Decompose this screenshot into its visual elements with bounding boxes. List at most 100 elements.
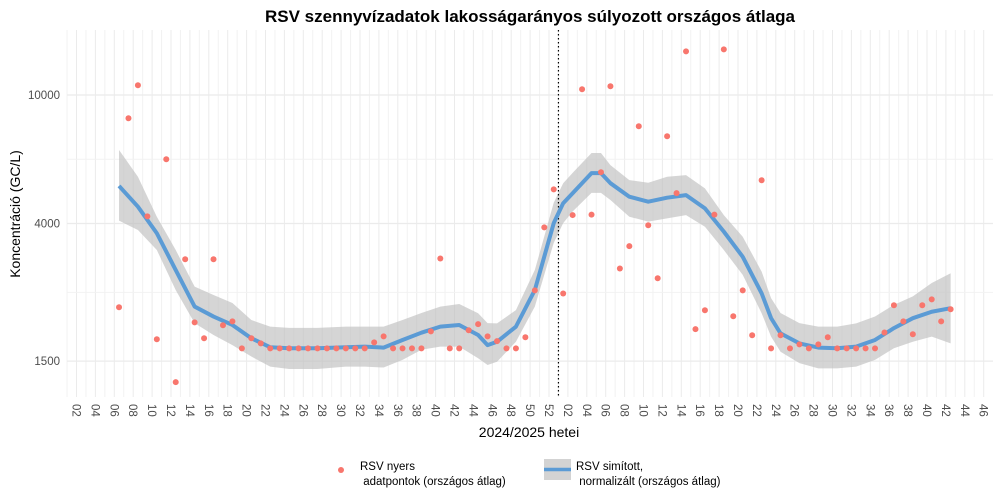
- x-tick-label: 12: [164, 404, 176, 417]
- data-point: [522, 334, 529, 341]
- smoothed-line: [117, 171, 951, 351]
- data-points: [116, 46, 954, 386]
- x-axis-label: 2024/2025 hetei: [479, 424, 579, 440]
- x-tick-label: 04: [580, 404, 592, 417]
- data-point: [815, 341, 822, 348]
- x-tick-label: 24: [277, 404, 289, 417]
- data-point: [607, 83, 614, 90]
- x-tick-label: 18: [712, 404, 724, 417]
- data-point: [446, 345, 453, 352]
- data-point: [909, 331, 916, 338]
- data-point: [219, 322, 226, 329]
- legend-label-smooth-2: normalizált (országos átlag): [576, 476, 721, 488]
- data-point: [352, 345, 359, 352]
- data-point: [333, 345, 340, 352]
- smooth-line-path: [117, 171, 951, 351]
- data-point: [399, 345, 406, 352]
- y-tick-label: 4000: [34, 219, 60, 231]
- data-point: [484, 333, 491, 340]
- data-point: [720, 46, 727, 53]
- x-axis-ticks: 02 04 06 08 10 12 14 16 18 20 22 24 26 28 30 32 34 36 38 40…: [70, 404, 989, 417]
- x-tick-label: 24: [769, 404, 781, 417]
- x-tick-label: 08: [618, 404, 630, 417]
- data-point: [531, 287, 538, 294]
- data-point: [172, 379, 179, 386]
- data-point: [475, 321, 482, 328]
- data-point: [427, 328, 434, 335]
- data-point: [805, 345, 812, 352]
- x-tick-label: 30: [334, 404, 346, 417]
- data-point: [560, 290, 567, 297]
- data-point: [872, 345, 879, 352]
- data-point: [286, 345, 293, 352]
- legend-label-smooth-1: RSV simított,: [576, 461, 643, 473]
- x-tick-label: 20: [240, 404, 252, 417]
- x-tick-label: 32: [353, 404, 365, 417]
- data-point: [938, 318, 945, 325]
- data-point: [503, 345, 510, 352]
- data-point: [890, 302, 897, 309]
- data-point: [626, 243, 633, 250]
- data-point: [191, 319, 198, 326]
- data-point: [692, 326, 699, 333]
- data-point: [579, 86, 586, 93]
- x-tick-label: 34: [372, 404, 384, 417]
- x-tick-label: 02: [70, 404, 82, 417]
- data-point: [654, 275, 661, 282]
- data-point: [201, 335, 208, 342]
- x-tick-label: 26: [788, 404, 800, 417]
- data-point: [229, 318, 236, 325]
- x-tick-label: 52: [542, 404, 554, 417]
- x-tick-label: 46: [485, 404, 497, 417]
- x-tick-label: 22: [259, 404, 271, 417]
- data-point: [380, 333, 387, 340]
- x-tick-label: 40: [429, 404, 441, 417]
- data-point: [616, 265, 623, 272]
- data-point: [664, 133, 671, 140]
- legend-point-icon: [338, 467, 344, 473]
- x-tick-label: 40: [920, 404, 932, 417]
- data-point: [257, 340, 264, 347]
- x-tick-label: 38: [410, 404, 422, 417]
- x-tick-label: 02: [561, 404, 573, 417]
- data-point: [635, 123, 642, 130]
- x-tick-label: 28: [315, 404, 327, 417]
- data-point: [323, 345, 330, 352]
- legend: RSV nyers adatpontok (országos átlag) RS…: [338, 459, 721, 488]
- data-point: [153, 336, 160, 343]
- data-point: [673, 190, 680, 197]
- x-tick-label: 08: [126, 404, 138, 417]
- data-point: [796, 341, 803, 348]
- data-point: [947, 306, 954, 313]
- data-point: [494, 338, 501, 345]
- y-tick-label: 1500: [34, 356, 60, 368]
- data-point: [437, 255, 444, 262]
- data-point: [900, 318, 907, 325]
- x-tick-label: 22: [750, 404, 762, 417]
- x-tick-label: 10: [145, 404, 157, 417]
- data-point: [267, 345, 274, 352]
- data-point: [824, 334, 831, 341]
- data-point: [928, 296, 935, 303]
- data-point: [768, 345, 775, 352]
- data-point: [550, 186, 557, 193]
- x-tick-label: 42: [448, 404, 460, 417]
- x-tick-label: 06: [107, 404, 119, 417]
- legend-label-points-2: adatpontok (országos átlag): [360, 476, 506, 488]
- data-point: [248, 335, 255, 342]
- data-point: [314, 345, 321, 352]
- data-point: [371, 339, 378, 346]
- x-tick-label: 12: [655, 404, 667, 417]
- data-point: [182, 256, 189, 263]
- data-point: [144, 213, 151, 220]
- x-tick-label: 04: [88, 404, 100, 417]
- y-tick-label: 10000: [28, 90, 60, 102]
- data-point: [456, 345, 463, 352]
- x-tick-label: 38: [901, 404, 913, 417]
- data-point: [777, 332, 784, 339]
- data-point: [786, 345, 793, 352]
- x-tick-label: 50: [523, 404, 535, 417]
- data-point: [881, 329, 888, 336]
- x-tick-label: 36: [882, 404, 894, 417]
- data-point: [853, 345, 860, 352]
